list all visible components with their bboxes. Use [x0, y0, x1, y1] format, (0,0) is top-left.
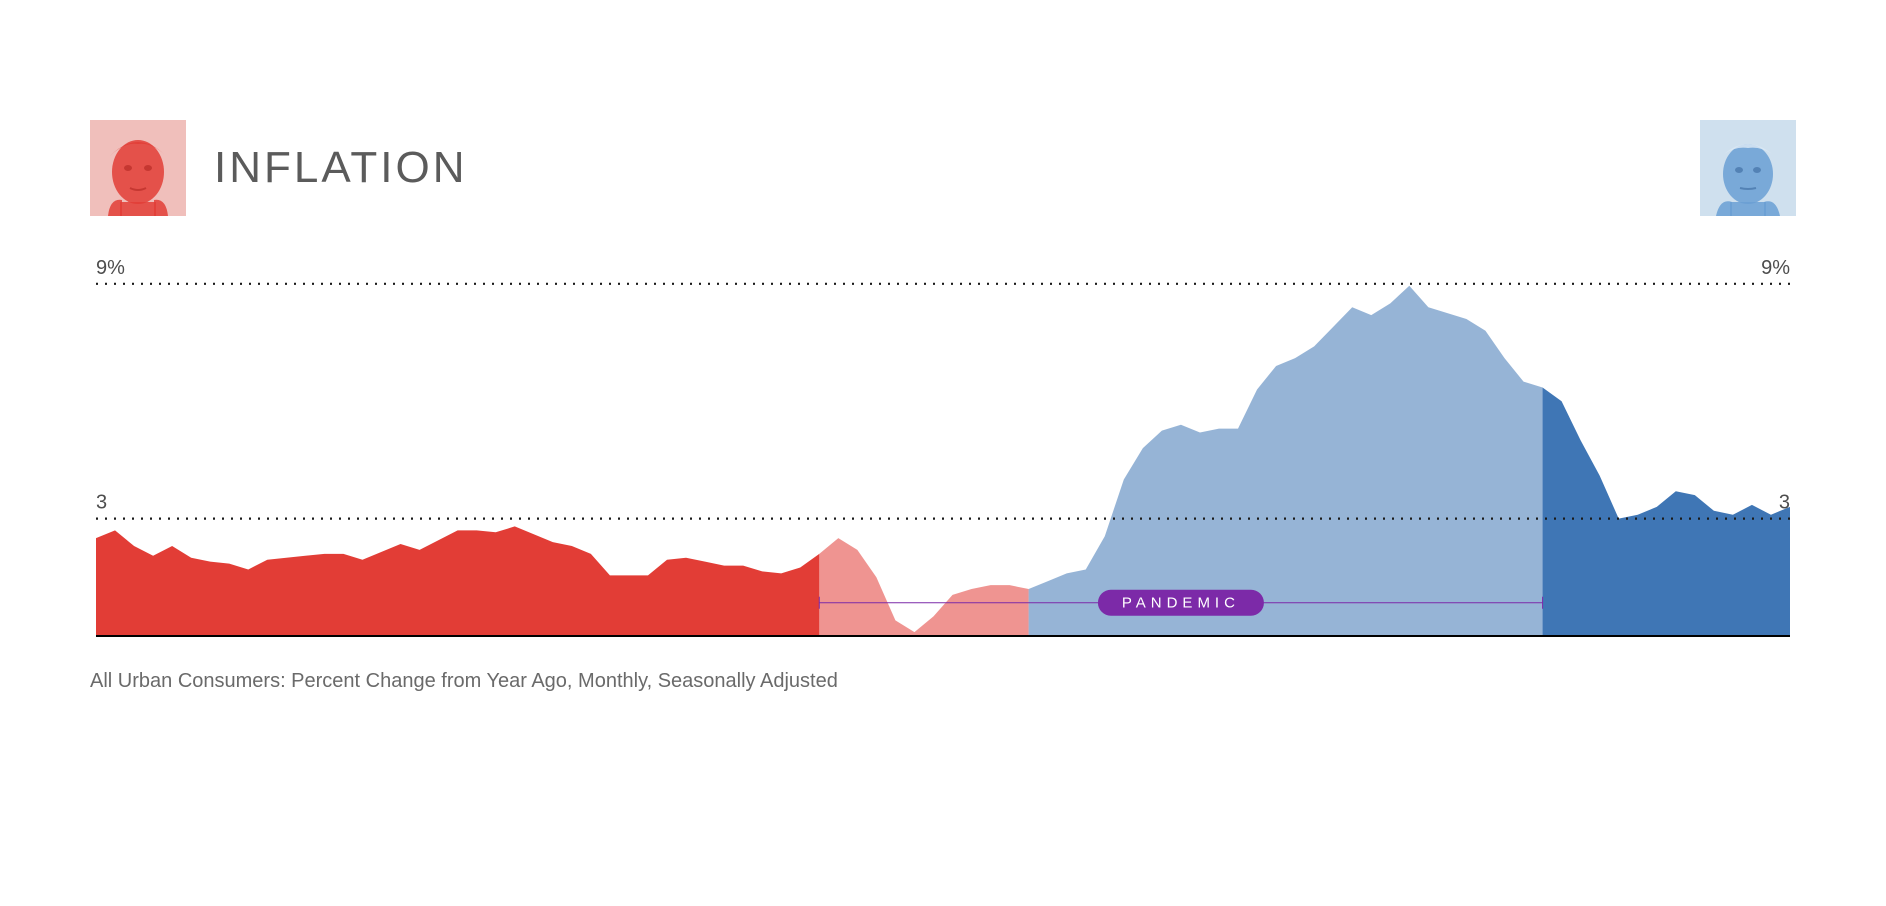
header-left: INFLATION: [90, 120, 468, 216]
chart-caption: All Urban Consumers: Percent Change from…: [90, 670, 1796, 693]
ytick-left-9: 9%: [96, 257, 125, 279]
area-biden-pandemic: [1029, 286, 1543, 636]
trump-portrait: [90, 120, 186, 216]
chart-title: INFLATION: [214, 143, 468, 193]
ytick-right-3: 3: [1779, 492, 1790, 514]
area-trump-pandemic: [819, 538, 1028, 636]
ytick-left-3: 3: [96, 492, 107, 514]
pandemic-label: PANDEMIC: [1122, 595, 1240, 612]
inflation-chart: 3 3 9% 9% PANDEMIC: [90, 246, 1796, 656]
area-biden-post-pandemic: [1543, 388, 1790, 636]
area-trump-pre-pandemic: [96, 526, 819, 636]
ytick-right-9: 9%: [1761, 257, 1790, 279]
biden-portrait: [1700, 120, 1796, 216]
header: INFLATION: [90, 120, 1796, 216]
